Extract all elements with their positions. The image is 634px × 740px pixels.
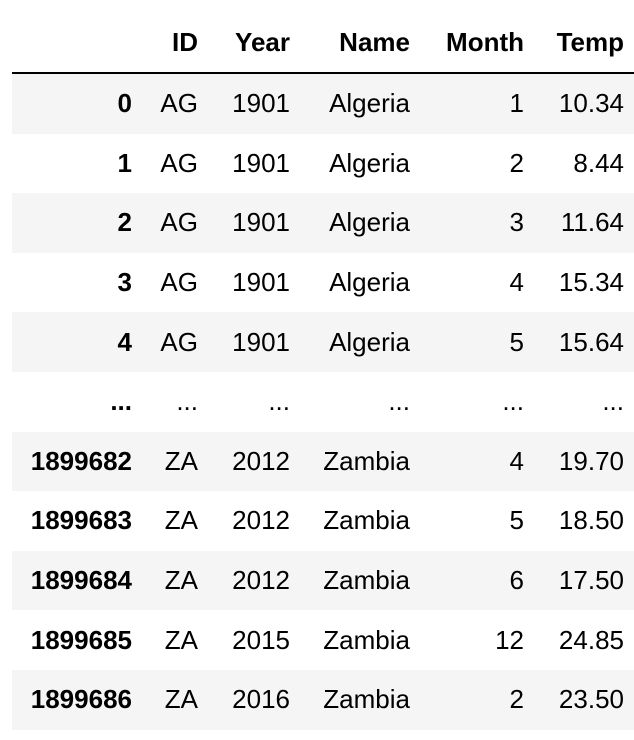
cell-year: 1901	[232, 326, 290, 357]
dataframe-table: ID Year Name Month Temp 0 AG 1901 Algeria 1 1…	[12, 12, 634, 730]
cell-temp: 19.70	[558, 445, 624, 476]
row-index: 1	[117, 147, 132, 178]
cell-year: 2012	[232, 565, 290, 596]
row-index: 1899682	[30, 445, 132, 476]
table-row: 2 AG 1901 Algeria 3 11.64	[12, 193, 634, 253]
cell-name: Algeria	[329, 147, 410, 178]
cell-temp: ...	[602, 386, 624, 417]
cell-temp: 18.50	[558, 505, 624, 536]
row-index: 1899686	[30, 684, 132, 715]
cell-id: AG	[160, 147, 198, 178]
cell-year: 2016	[232, 684, 290, 715]
cell-year: 1901	[232, 147, 290, 178]
cell-month: 1	[509, 88, 524, 119]
table-row: 1 AG 1901 Algeria 2 8.44	[12, 134, 634, 194]
cell-month: 4	[509, 267, 524, 298]
row-index: 1899685	[30, 624, 132, 655]
cell-month: 2	[509, 147, 524, 178]
cell-temp: 15.34	[558, 267, 624, 298]
cell-name: Algeria	[329, 88, 410, 119]
cell-month: 6	[509, 565, 524, 596]
column-header-year: Year	[235, 26, 290, 57]
cell-month: 5	[509, 326, 524, 357]
table-row: 0 AG 1901 Algeria 1 10.34	[12, 74, 634, 134]
cell-name: Algeria	[329, 207, 410, 238]
cell-name: ...	[388, 386, 410, 417]
cell-year: 2012	[232, 505, 290, 536]
cell-year: 1901	[232, 88, 290, 119]
cell-name: Zambia	[323, 505, 410, 536]
cell-id: AG	[160, 207, 198, 238]
cell-id: ZA	[164, 624, 198, 655]
cell-temp: 23.50	[558, 684, 624, 715]
cell-name: Zambia	[323, 684, 410, 715]
cell-month: 5	[509, 505, 524, 536]
row-index: ...	[110, 386, 132, 417]
cell-month: 3	[509, 207, 524, 238]
column-header-id: ID	[172, 26, 198, 57]
cell-name: Zambia	[323, 624, 410, 655]
row-index: 3	[117, 267, 132, 298]
cell-year: 2015	[232, 624, 290, 655]
row-index: 1899683	[30, 505, 132, 536]
table-body: 0 AG 1901 Algeria 1 10.34 1 AG 1901 Algeria 2 8.44 2…	[12, 74, 634, 730]
table-row: 1899685 ZA 2015 Zambia 12 24.85	[12, 610, 634, 670]
table-row: 3 AG 1901 Algeria 4 15.34	[12, 253, 634, 313]
table-row: 1899682 ZA 2012 Zambia 4 19.70	[12, 431, 634, 492]
cell-id: ...	[176, 386, 198, 417]
cell-name: Zambia	[323, 445, 410, 476]
row-index: 4	[117, 326, 132, 357]
cell-name: Algeria	[329, 267, 410, 298]
cell-id: ZA	[164, 684, 198, 715]
cell-id: AG	[160, 326, 198, 357]
cell-name: Zambia	[323, 565, 410, 596]
cell-year: 2012	[232, 445, 290, 476]
cell-year: 1901	[232, 267, 290, 298]
cell-id: ZA	[164, 505, 198, 536]
cell-id: AG	[160, 88, 198, 119]
cell-temp: 24.85	[558, 624, 624, 655]
table-header-row: ID Year Name Month Temp	[12, 12, 634, 74]
table-row: 1899684 ZA 2012 Zambia 6 17.50	[12, 550, 634, 611]
cell-year: 1901	[232, 207, 290, 238]
table-row: ..................	[12, 372, 634, 432]
cell-month: 12	[495, 624, 524, 655]
table-row: 1899683 ZA 2012 Zambia 5 18.50	[12, 491, 634, 551]
row-index: 1899684	[30, 565, 132, 596]
table-row: 4 AG 1901 Algeria 5 15.64	[12, 312, 634, 372]
cell-month: 4	[509, 445, 524, 476]
cell-temp: 17.50	[558, 565, 624, 596]
row-index: 0	[117, 88, 132, 119]
cell-temp: 15.64	[558, 326, 624, 357]
column-header-name: Name	[339, 26, 410, 57]
cell-year: ...	[268, 386, 290, 417]
table-row: 1899686 ZA 2016 Zambia 2 23.50	[12, 669, 634, 730]
cell-name: Algeria	[329, 326, 410, 357]
cell-id: ZA	[164, 565, 198, 596]
cell-month: ...	[502, 386, 524, 417]
column-header-month: Month	[446, 26, 524, 57]
cell-temp: 11.64	[560, 207, 624, 238]
row-index: 2	[117, 207, 132, 238]
cell-month: 2	[509, 684, 524, 715]
cell-temp: 10.34	[558, 88, 624, 119]
cell-id: AG	[160, 267, 198, 298]
column-header-temp: Temp	[556, 26, 624, 57]
cell-temp: 8.44	[573, 147, 624, 178]
cell-id: ZA	[164, 445, 198, 476]
